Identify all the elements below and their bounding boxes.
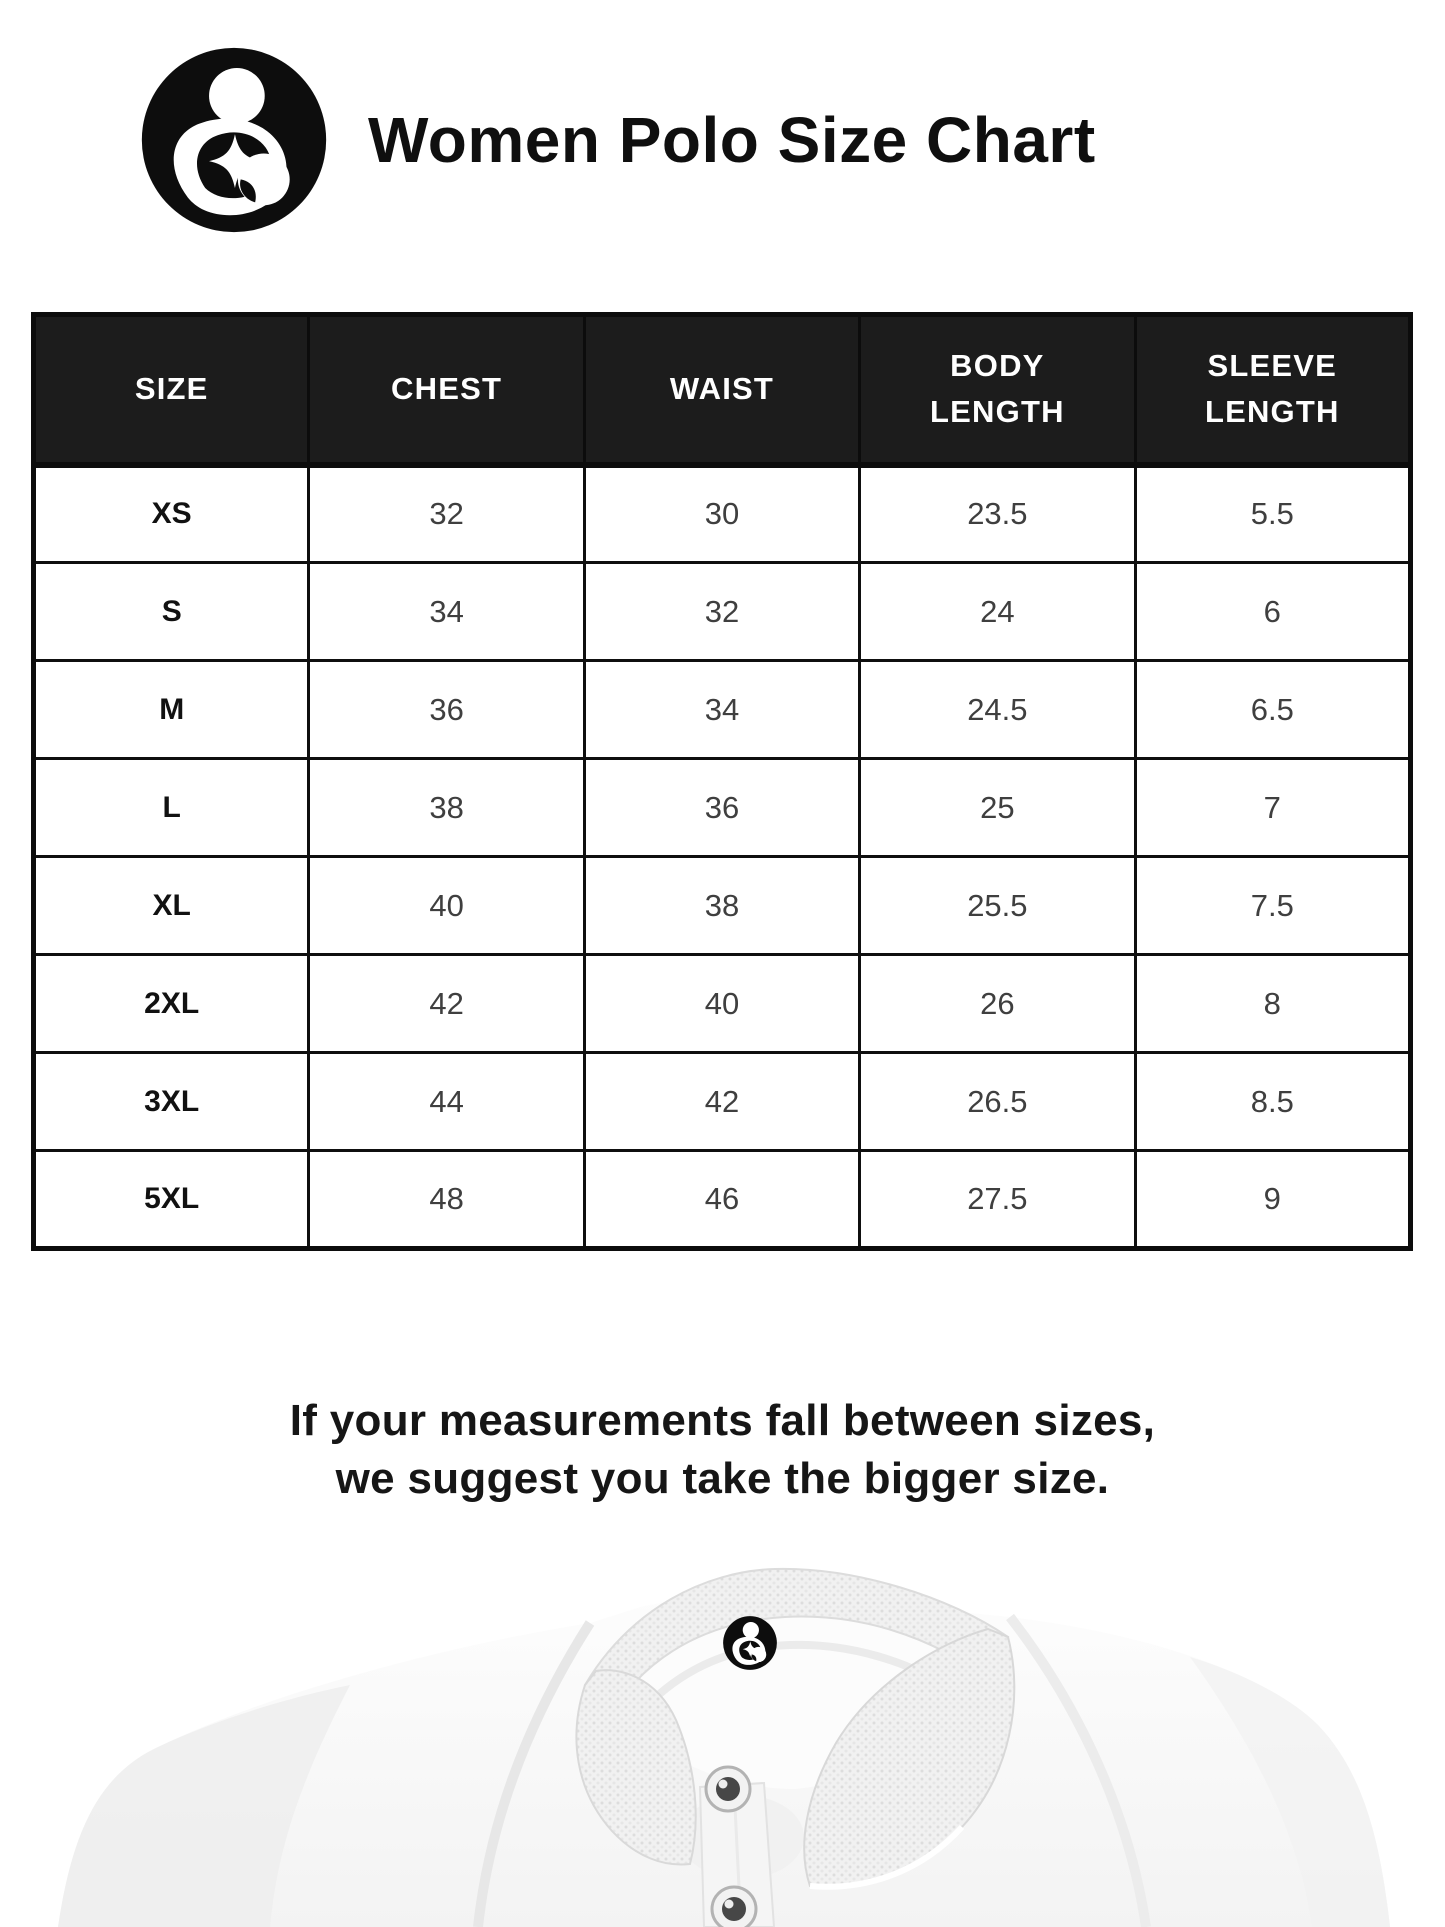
- body-length-value: 24.5: [858, 659, 1137, 760]
- size-label: 2XL: [31, 953, 311, 1054]
- chest-value: 42: [307, 953, 586, 1054]
- size-label: XL: [31, 855, 311, 956]
- waist-value: 40: [582, 953, 862, 1054]
- collar-logo-icon: [723, 1616, 777, 1670]
- size-label: 5XL: [31, 1149, 311, 1250]
- brand-logo-icon: [138, 44, 330, 236]
- chest-value: 44: [307, 1051, 586, 1152]
- body-length-value: 26.5: [858, 1051, 1137, 1152]
- body-length-value: 27.5: [858, 1149, 1137, 1250]
- waist-value: 32: [582, 561, 862, 662]
- polo-button: [704, 1765, 752, 1813]
- sleeve-length-value: 8: [1133, 953, 1413, 1054]
- column-header-size: SIZE: [31, 313, 311, 468]
- column-header-waist: WAIST: [582, 313, 862, 468]
- table-row-m: M 36 34 24.5 6.5: [31, 659, 1413, 760]
- table-row-2xl: 2XL 42 40 26 8: [31, 953, 1413, 1054]
- waist-value: 36: [582, 757, 862, 858]
- sizing-note-line1: If your measurements fall between sizes,: [289, 1396, 1156, 1445]
- chest-value: 38: [307, 757, 586, 858]
- sleeve-length-value: 7: [1133, 757, 1413, 858]
- sizing-note-line2: we suggest you take the bigger size.: [335, 1454, 1110, 1504]
- chest-value: 40: [307, 855, 586, 956]
- sleeve-length-value: 7.5: [1133, 855, 1413, 956]
- polo-shirt-image: [0, 1537, 1445, 1927]
- size-label: M: [31, 659, 311, 760]
- body-length-value: 23.5: [858, 463, 1137, 564]
- header: Women Polo Size Chart: [138, 40, 1096, 240]
- waist-value: 34: [582, 659, 862, 760]
- size-label: XS: [31, 463, 311, 564]
- table-row-xs: XS 32 30 23.5 5.5: [31, 463, 1413, 564]
- body-length-value: 26: [858, 953, 1137, 1054]
- size-label: S: [31, 561, 311, 662]
- polo-button: [710, 1885, 758, 1927]
- chest-value: 48: [307, 1149, 586, 1250]
- table-row-3xl: 3XL 44 42 26.5 8.5: [31, 1051, 1413, 1152]
- body-length-value: 25.5: [858, 855, 1137, 956]
- table-row-5xl: 5XL 48 46 27.5 9: [31, 1149, 1413, 1250]
- size-label: 3XL: [31, 1051, 311, 1152]
- sleeve-length-value: 9: [1133, 1149, 1413, 1250]
- chest-value: 34: [307, 561, 586, 662]
- sleeve-length-value: 8.5: [1133, 1051, 1413, 1152]
- chest-value: 36: [307, 659, 586, 760]
- sizing-note: If your measurements fall between sizes,…: [0, 1392, 1445, 1508]
- table-row-xl: XL 40 38 25.5 7.5: [31, 855, 1413, 956]
- sleeve-length-value: 6.5: [1133, 659, 1413, 760]
- body-length-value: 24: [858, 561, 1137, 662]
- sleeve-length-value: 6: [1133, 561, 1413, 662]
- column-header-sleeve-length: SLEEVE LENGTH: [1133, 313, 1413, 468]
- table-row-s: S 34 32 24 6: [31, 561, 1413, 662]
- polo-shirt-drawing: [58, 1567, 1390, 1927]
- body-length-value: 25: [858, 757, 1137, 858]
- column-header-body-length: BODY LENGTH: [858, 313, 1137, 468]
- waist-value: 42: [582, 1051, 862, 1152]
- column-header-chest: CHEST: [307, 313, 586, 468]
- table-row-l: L 38 36 25 7: [31, 757, 1413, 858]
- waist-value: 30: [582, 463, 862, 564]
- size-label: L: [31, 757, 311, 858]
- chest-value: 32: [307, 463, 586, 564]
- collar-flap-left: [575, 1669, 697, 1866]
- sleeve-length-value: 5.5: [1133, 463, 1413, 564]
- size-chart-table: SIZE CHEST WAIST BODY LENGTH SLEEVE LENG…: [31, 312, 1413, 1251]
- waist-value: 38: [582, 855, 862, 956]
- table-header-row: SIZE CHEST WAIST BODY LENGTH SLEEVE LENG…: [31, 313, 1413, 468]
- page-title: Women Polo Size Chart: [368, 104, 1096, 176]
- waist-value: 46: [582, 1149, 862, 1250]
